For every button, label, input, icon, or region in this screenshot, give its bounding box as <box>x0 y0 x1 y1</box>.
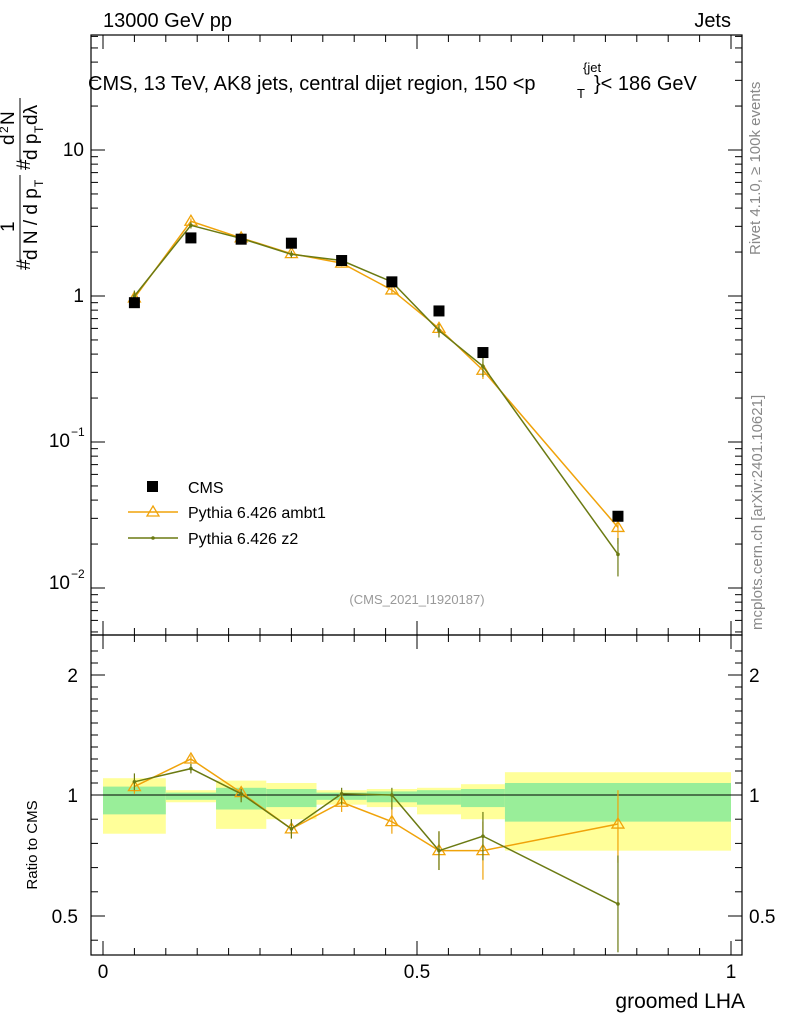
svg-text:2: 2 <box>0 126 11 133</box>
band-inner-6 <box>417 790 461 805</box>
ratio-point-z2 <box>437 848 441 853</box>
data-point-z2 <box>481 364 485 369</box>
svg-text:CMS, 13 TeV, AK8 jets, central: CMS, 13 TeV, AK8 jets, central dijet reg… <box>88 73 536 95</box>
ratio-ytick-2-right: 2 <box>749 666 760 687</box>
main-ylabel: # d N / d p T 1 # d p T dλ d 2 N <box>0 98 46 270</box>
header-left: 13000 GeV pp <box>103 10 232 32</box>
data-point-cms <box>185 232 197 244</box>
data-point-cms <box>477 347 489 359</box>
svg-text:d: d <box>0 134 19 145</box>
svg-text:T: T <box>577 86 585 101</box>
axis-ticks <box>91 35 742 955</box>
chart-title: CMS, 13 TeV, AK8 jets, central dijet reg… <box>88 60 698 101</box>
ratio-point-ambt1 <box>127 779 142 792</box>
data-point-ambt1 <box>610 520 626 533</box>
ratio-point-z2 <box>390 793 394 797</box>
main-series <box>127 214 626 577</box>
svg-text:−2: −2 <box>71 567 85 581</box>
ratio-ytick-2: 2 <box>67 666 78 687</box>
xtick-0.5: 0.5 <box>404 962 430 983</box>
ratio-ylabel: Ratio to CMS <box>24 800 41 889</box>
legend-label-z2: Pythia 6.426 z2 <box>188 531 298 548</box>
band-inner-7 <box>460 789 505 808</box>
ratio-point-z2 <box>616 902 620 906</box>
legend-marker-z2 <box>151 536 155 540</box>
ytick-label-0.1: 10 −1 <box>49 425 85 452</box>
ytick-label-0.01: 10 −2 <box>49 567 85 594</box>
ratio-point-ambt1 <box>183 751 199 764</box>
ratio-bands <box>103 772 731 851</box>
ratio-point-z2 <box>289 827 294 831</box>
data-point-cms <box>612 510 624 522</box>
ratio-point-ambt1 <box>384 814 400 827</box>
header-right: Jets <box>694 10 731 32</box>
legend: CMS Pythia 6.426 ambt1 Pythia 6.426 z2 <box>128 480 326 548</box>
band-inner-1 <box>165 792 217 800</box>
data-point-z2 <box>437 328 441 333</box>
analysis-watermark: (CMS_2021_I1920187) <box>349 592 484 607</box>
ytick-label-1: 1 <box>73 286 84 307</box>
data-point-cms <box>433 305 445 317</box>
data-point-z2 <box>189 223 193 228</box>
svg-text:#: # <box>14 159 35 170</box>
ratio-point-ambt1 <box>334 794 349 807</box>
data-point-z2 <box>289 252 294 257</box>
svg-text:{jet: {jet <box>583 60 601 75</box>
svg-text:d p: d p <box>21 134 42 160</box>
legend-marker-ambt1 <box>145 504 161 517</box>
band-inner-3 <box>266 789 317 808</box>
x-axis-label: groomed LHA <box>615 990 745 1013</box>
svg-text:}< 186 GeV: }< 186 GeV <box>594 73 698 95</box>
data-point-z2 <box>616 552 620 557</box>
legend-label-ambt1: Pythia 6.426 ambt1 <box>188 505 326 522</box>
svg-text:d N / d p: d N / d p <box>21 188 42 260</box>
ratio-series <box>127 751 626 953</box>
ratio-point-z2 <box>189 766 193 771</box>
svg-text:dλ: dλ <box>21 104 42 125</box>
data-point-cms <box>386 276 398 288</box>
rivet-label: Rivet 4.1.0, ≥ 100k events <box>747 82 764 255</box>
svg-text:#: # <box>14 259 35 270</box>
svg-text:10: 10 <box>49 573 70 594</box>
ratio-point-z2 <box>339 792 344 796</box>
mcplots-label: mcplots.cern.ch [arXiv:2401.10621] <box>749 395 766 630</box>
svg-text:1: 1 <box>0 221 19 232</box>
svg-text:−1: −1 <box>71 425 85 439</box>
ratio-point-z2 <box>481 834 485 838</box>
xtick-1: 1 <box>726 962 737 983</box>
data-point-cms <box>336 255 348 267</box>
data-point-cms <box>285 237 297 249</box>
data-point-ambt1 <box>384 282 400 295</box>
ratio-ytick-1-right: 1 <box>749 786 760 807</box>
ratio-ytick-0.5: 0.5 <box>52 907 78 928</box>
ratio-point-z2 <box>239 792 243 796</box>
svg-text:N: N <box>0 111 19 125</box>
svg-text:10: 10 <box>49 431 70 452</box>
xtick-0: 0 <box>98 962 109 983</box>
svg-text:T: T <box>32 179 46 187</box>
ratio-point-z2 <box>132 780 137 784</box>
data-point-cms <box>128 297 140 309</box>
data-point-z2 <box>132 294 137 298</box>
ytick-label-10: 10 <box>63 140 84 161</box>
svg-text:T: T <box>32 125 46 133</box>
ratio-point-ambt1 <box>610 816 626 829</box>
ratio-ytick-1: 1 <box>67 786 78 807</box>
data-point-cms <box>235 233 247 245</box>
ratio-ytick-0.5-right: 0.5 <box>749 907 775 928</box>
legend-label-cms: CMS <box>188 480 224 497</box>
legend-marker-cms <box>147 481 158 492</box>
